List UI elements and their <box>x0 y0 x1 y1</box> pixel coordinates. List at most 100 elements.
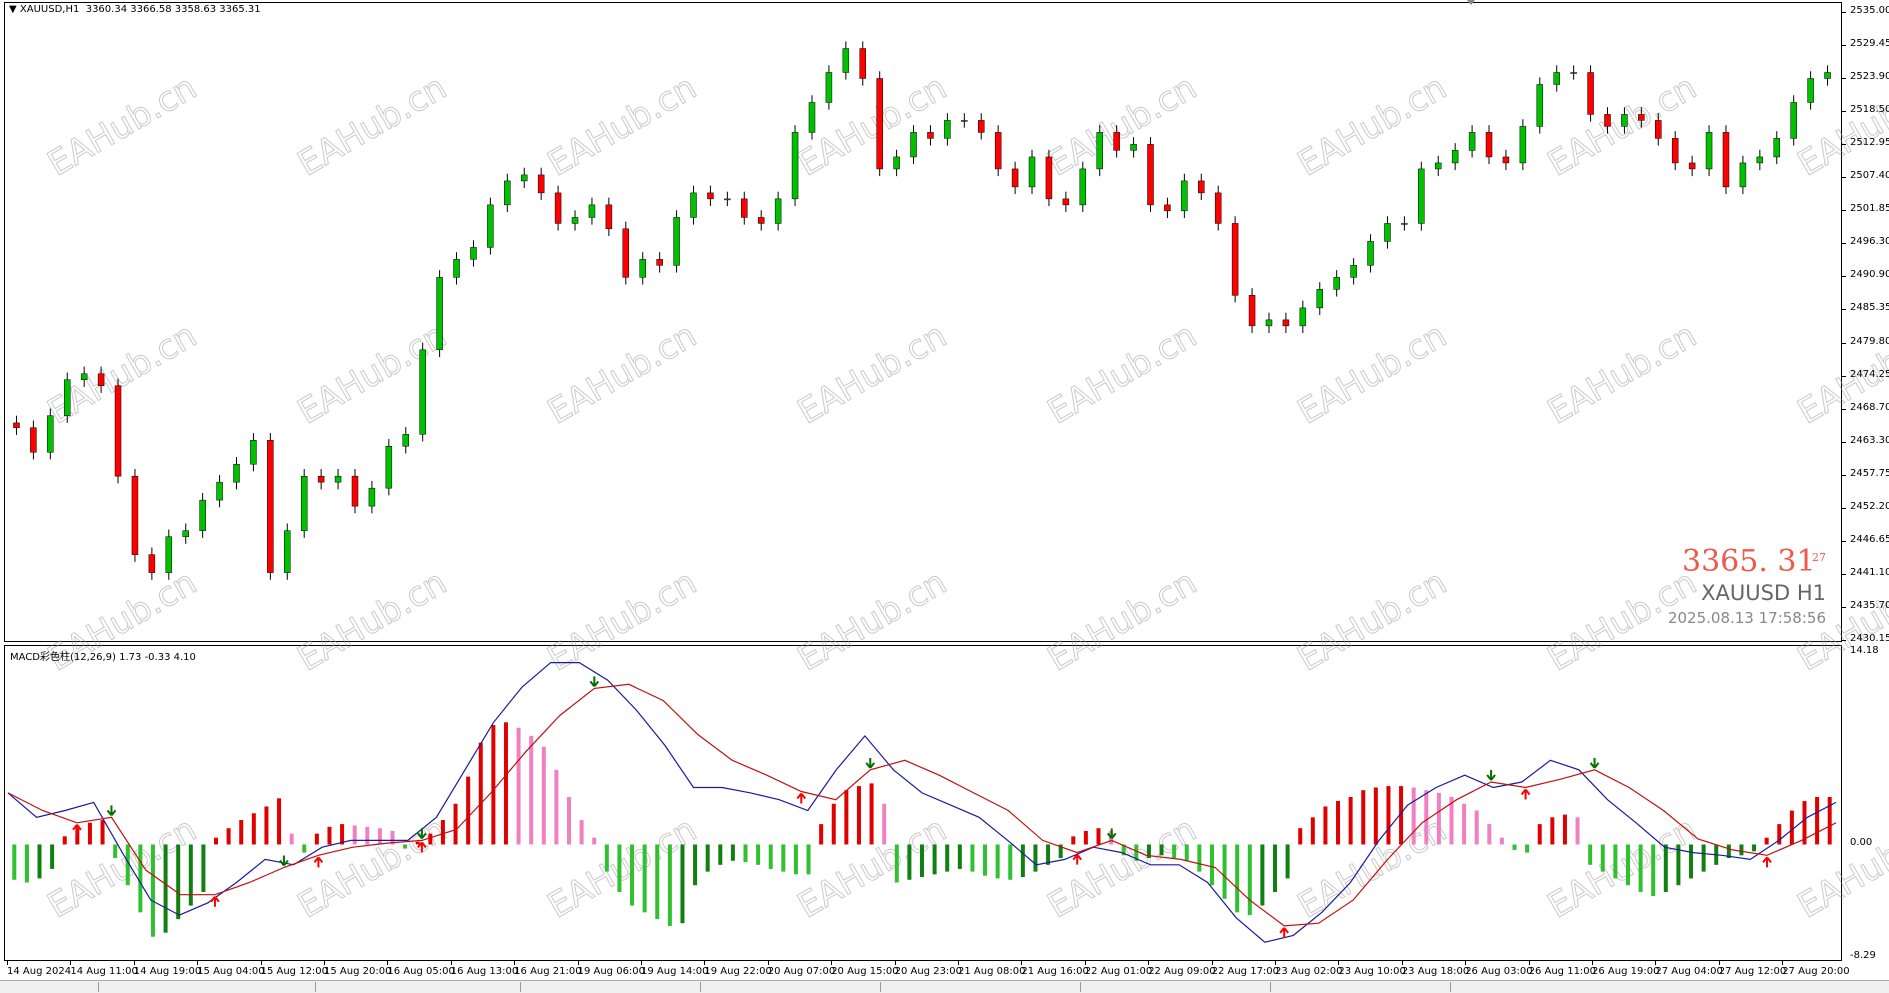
macd-histogram-bar <box>554 769 559 845</box>
price-axis-label: 2518.50 <box>1850 104 1889 116</box>
macd-histogram-bar <box>1008 844 1013 880</box>
dropdown-triangle-icon[interactable]: ▼ <box>9 4 17 15</box>
macd-histogram-bar <box>188 844 193 906</box>
buy-arrow-icon <box>313 856 324 868</box>
macd-histogram-bar <box>1638 844 1643 892</box>
candle-body <box>1079 168 1087 206</box>
macd-histogram-bar <box>1537 824 1542 845</box>
price-axis-tick <box>1841 78 1846 80</box>
candle-body <box>1587 72 1594 115</box>
macd-histogram-bar <box>1235 844 1240 913</box>
candle-body <box>300 475 308 531</box>
candle-body <box>1350 265 1357 278</box>
time-axis-label: 19 Aug 14:00 <box>641 966 709 977</box>
time-axis-label: 22 Aug 17:00 <box>1211 966 1280 977</box>
candle-body <box>808 102 816 133</box>
macd-histogram-bar <box>390 830 395 845</box>
price-axis-tick <box>1841 474 1846 476</box>
time-axis-tick <box>767 961 769 965</box>
candle-body <box>487 204 494 248</box>
time-axis-tick <box>324 961 325 965</box>
macd-histogram-bar <box>756 844 761 865</box>
candle-body <box>639 259 646 278</box>
macd-histogram-bar <box>793 844 798 875</box>
price-axis-tick <box>1841 573 1846 575</box>
price-axis-tick <box>1841 243 1846 245</box>
macd-histogram-bar <box>377 828 382 845</box>
candle-body <box>80 373 88 381</box>
macd-histogram-bar <box>176 844 181 920</box>
candle-body <box>1181 180 1188 212</box>
macd-histogram-bar <box>1562 814 1567 845</box>
macd-panel[interactable] <box>4 645 1842 961</box>
macd-histogram-bar <box>529 735 534 845</box>
macd-histogram-bar <box>1361 790 1366 845</box>
time-axis-tick <box>1338 961 1340 965</box>
macd-histogram-bar <box>264 806 269 845</box>
macd-axis-label: -8.29 <box>1850 950 1876 961</box>
macd-histogram-bar <box>352 825 357 845</box>
macd-histogram-bar <box>365 826 370 845</box>
macd-histogram-bar <box>37 844 42 879</box>
macd-histogram-bar <box>642 844 647 913</box>
candle-body <box>1570 72 1577 74</box>
macd-histogram-bar <box>882 803 887 845</box>
status-cell <box>700 982 701 992</box>
candle-body <box>1130 144 1137 151</box>
macd-histogram-bar <box>314 833 319 845</box>
candle-body <box>1621 114 1628 127</box>
price-chart-panel[interactable] <box>4 2 1842 642</box>
candle-body <box>571 217 579 224</box>
price-axis-tick <box>1841 309 1846 311</box>
macd-histogram-bar <box>806 844 811 875</box>
time-axis-tick <box>197 961 199 965</box>
macd-histogram-bar <box>604 844 609 872</box>
candle-body <box>1638 114 1645 121</box>
candle-body <box>1198 180 1205 194</box>
macd-histogram-bar <box>995 844 1000 879</box>
candle-body <box>165 536 173 573</box>
candle-body <box>385 445 393 489</box>
buy-arrow-icon <box>1520 788 1531 800</box>
macd-histogram-bar <box>1600 844 1605 872</box>
macd-signal-line <box>7 683 1837 927</box>
time-axis-tick <box>704 961 706 965</box>
candle-body <box>876 78 883 170</box>
candle-body <box>402 434 410 447</box>
macd-histogram-bar <box>1298 828 1303 845</box>
macd-histogram-bar <box>466 776 471 845</box>
status-cell <box>315 982 316 992</box>
macd-histogram-bar <box>415 841 420 845</box>
macd-histogram-bar <box>226 828 231 845</box>
time-axis-tick <box>1528 961 1530 965</box>
price-axis-label: 2446.65 <box>1850 533 1889 545</box>
time-axis-tick <box>514 961 516 965</box>
time-axis-label: 22 Aug 01:00 <box>1084 966 1153 977</box>
candle-body <box>1147 144 1154 206</box>
price-axis-label: 2490.90 <box>1850 269 1889 281</box>
macd-histogram-bar <box>1613 844 1618 879</box>
macd-histogram-bar <box>1046 844 1051 865</box>
macd-histogram-bar <box>1033 844 1038 872</box>
macd-histogram-bar <box>1512 844 1517 850</box>
time-axis-label: 26 Aug 03:00 <box>1465 966 1533 977</box>
time-axis-tick <box>7 961 8 965</box>
macd-histogram-bar <box>1058 844 1063 859</box>
chart-shift-marker-icon[interactable] <box>1467 0 1475 5</box>
time-axis-label: 21 Aug 08:00 <box>958 966 1026 977</box>
time-axis-tick <box>1718 961 1720 965</box>
macd-histogram-bar <box>1752 844 1757 852</box>
macd-histogram-bar <box>1411 787 1416 845</box>
macd-histogram-bar <box>1209 844 1214 886</box>
macd-histogram-bar <box>1096 828 1101 845</box>
macd-histogram-bar <box>516 727 521 845</box>
price-axis-tick <box>1841 640 1846 641</box>
price-axis-label: 2463.30 <box>1850 434 1889 446</box>
time-axis-label: 15 Aug 20:00 <box>324 966 392 977</box>
macd-histogram-bar <box>693 844 698 886</box>
macd-histogram-bar <box>453 803 458 845</box>
candle-body <box>1434 162 1442 170</box>
macd-histogram-bar <box>24 844 29 883</box>
macd-histogram-bar <box>1083 830 1088 845</box>
